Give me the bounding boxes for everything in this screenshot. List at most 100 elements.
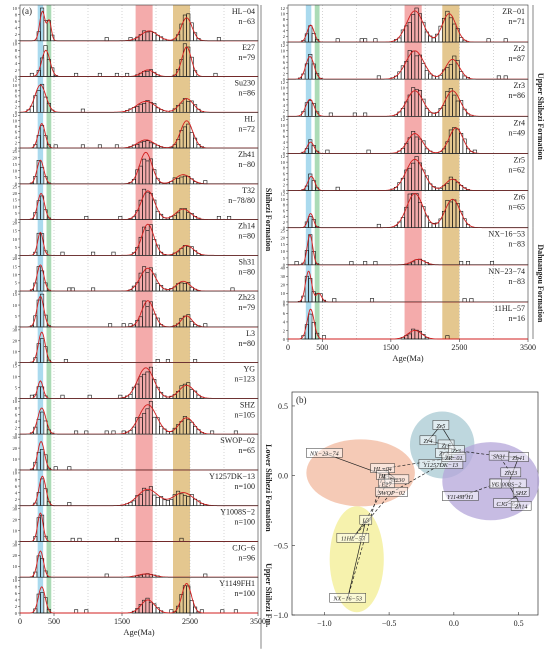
y-tick-label: 5 <box>15 245 18 250</box>
sample-name: Zh41 <box>238 150 255 159</box>
y-tick-label: 0 <box>283 77 286 82</box>
sample-count: n=86 <box>238 89 255 98</box>
histogram-bar <box>459 71 464 80</box>
age-band <box>404 5 422 339</box>
y-tick-label: 0 <box>15 253 18 258</box>
point-label: Zr5 <box>436 423 445 430</box>
histogram-bar <box>335 38 340 43</box>
histogram-bar <box>159 425 164 435</box>
y-tick-label: 12 <box>281 154 286 159</box>
y-tick-label: 10 <box>13 457 18 462</box>
y-tick-label: 8 <box>283 129 286 134</box>
y-tick-label: 20 <box>281 235 286 240</box>
histogram-bar <box>74 609 79 614</box>
y-tick-label: 20 <box>13 553 18 558</box>
y-tick-label: 0 <box>15 289 18 294</box>
histogram-bar <box>428 222 433 228</box>
sample-count: n=105 <box>234 410 255 419</box>
sample-name: 11HL−57 <box>494 304 525 313</box>
point-label: NX−16−53 <box>332 596 362 603</box>
sample-name: Zh23 <box>238 293 255 302</box>
y-tick-label: 20 <box>13 339 18 344</box>
y-tick-label: 2 <box>15 140 17 145</box>
histogram-bar <box>438 218 443 228</box>
y-tick-label: 4 <box>283 140 286 145</box>
histogram-bar <box>363 38 368 43</box>
density-curve <box>288 308 528 340</box>
y-tick-label: 0 <box>15 611 18 616</box>
histogram-bar <box>489 261 495 266</box>
point-box <box>500 467 522 478</box>
y-tick-label: 0.0 <box>278 472 288 481</box>
y-tick-label: 10 <box>13 528 18 533</box>
point-label: SWOP−02 <box>378 490 405 497</box>
mds-panel: NX−23−74 NX−16−53 11HL−57 L3 HL−04HLSu230E27… <box>273 391 540 628</box>
density-curve <box>20 583 258 614</box>
y-tick-label: 10 <box>13 471 18 476</box>
x-tick-label: 1500 <box>383 343 399 352</box>
histogram-bar <box>87 394 92 399</box>
y-tick-label: 0 <box>15 539 18 544</box>
histogram-bar <box>373 261 378 266</box>
y-tick-label: 10 <box>13 237 18 242</box>
y-tick-label: 0 <box>15 325 18 330</box>
histogram-bar <box>155 497 160 507</box>
y-tick-label: 8 <box>283 54 286 59</box>
histogram-bar <box>80 144 85 149</box>
y-tick-label: 4 <box>15 419 18 424</box>
y-tick-label: 8 <box>283 17 286 22</box>
sample-name: Zr3 <box>513 81 525 90</box>
y-tick-label: 25 <box>13 149 18 154</box>
age-band <box>173 5 190 613</box>
sample-name: YG <box>243 365 255 374</box>
x-tick-label: 0 <box>18 617 22 626</box>
y-tick-label: 6 <box>283 23 286 28</box>
point-label: Zr6 <box>442 442 452 449</box>
sample-count: n=71 <box>508 17 525 26</box>
histogram-bar <box>369 298 375 303</box>
y-tick-label: 10 <box>13 6 18 11</box>
histogram-bar <box>376 223 381 228</box>
y-tick-label: 40 <box>281 266 286 271</box>
y-tick-label: 10 <box>13 374 18 379</box>
histogram-bar <box>67 502 72 507</box>
y-tick-label: 0 <box>15 217 18 222</box>
y-tick-label: 2 <box>15 68 17 73</box>
point-box <box>432 420 450 430</box>
y-tick-label: 0 <box>15 182 18 187</box>
y-tick-label: 0 <box>15 504 18 509</box>
sample-count: n=79 <box>238 53 255 62</box>
y-tick-label: 2 <box>283 71 285 76</box>
y-tick-label: 4 <box>283 103 286 108</box>
point-box <box>489 478 502 489</box>
histogram-bar <box>213 72 218 77</box>
histogram-bar <box>60 251 65 256</box>
histogram-bar <box>189 321 194 328</box>
histogram-bar <box>121 323 126 328</box>
y-tick-label: 2 <box>283 183 285 188</box>
y-tick-label: 10 <box>281 160 286 165</box>
point-box <box>359 514 373 525</box>
y-tick-label: 5 <box>15 211 18 216</box>
point-label: YG <box>491 481 499 488</box>
histogram-bar <box>67 287 72 292</box>
histogram-bar <box>53 466 58 471</box>
histogram-bar <box>152 494 157 507</box>
histogram-bar <box>349 261 354 266</box>
sample-count: n=123 <box>234 375 255 384</box>
y-tick-label: 20 <box>13 446 18 451</box>
histogram-bar <box>233 430 238 435</box>
histogram-bar <box>104 37 109 42</box>
histogram-bar <box>74 430 79 435</box>
histogram-bar <box>104 430 109 435</box>
sample-count: n=80 <box>238 267 255 276</box>
histogram-bar <box>169 499 174 507</box>
y-tick-label: 4 <box>283 29 286 34</box>
mds-frame <box>291 391 539 616</box>
y-tick-label: 10 <box>13 119 18 124</box>
y-tick-label: 30 <box>13 542 18 547</box>
sample-count: n=100 <box>234 518 255 527</box>
y-tick-label: 8 <box>15 12 18 17</box>
